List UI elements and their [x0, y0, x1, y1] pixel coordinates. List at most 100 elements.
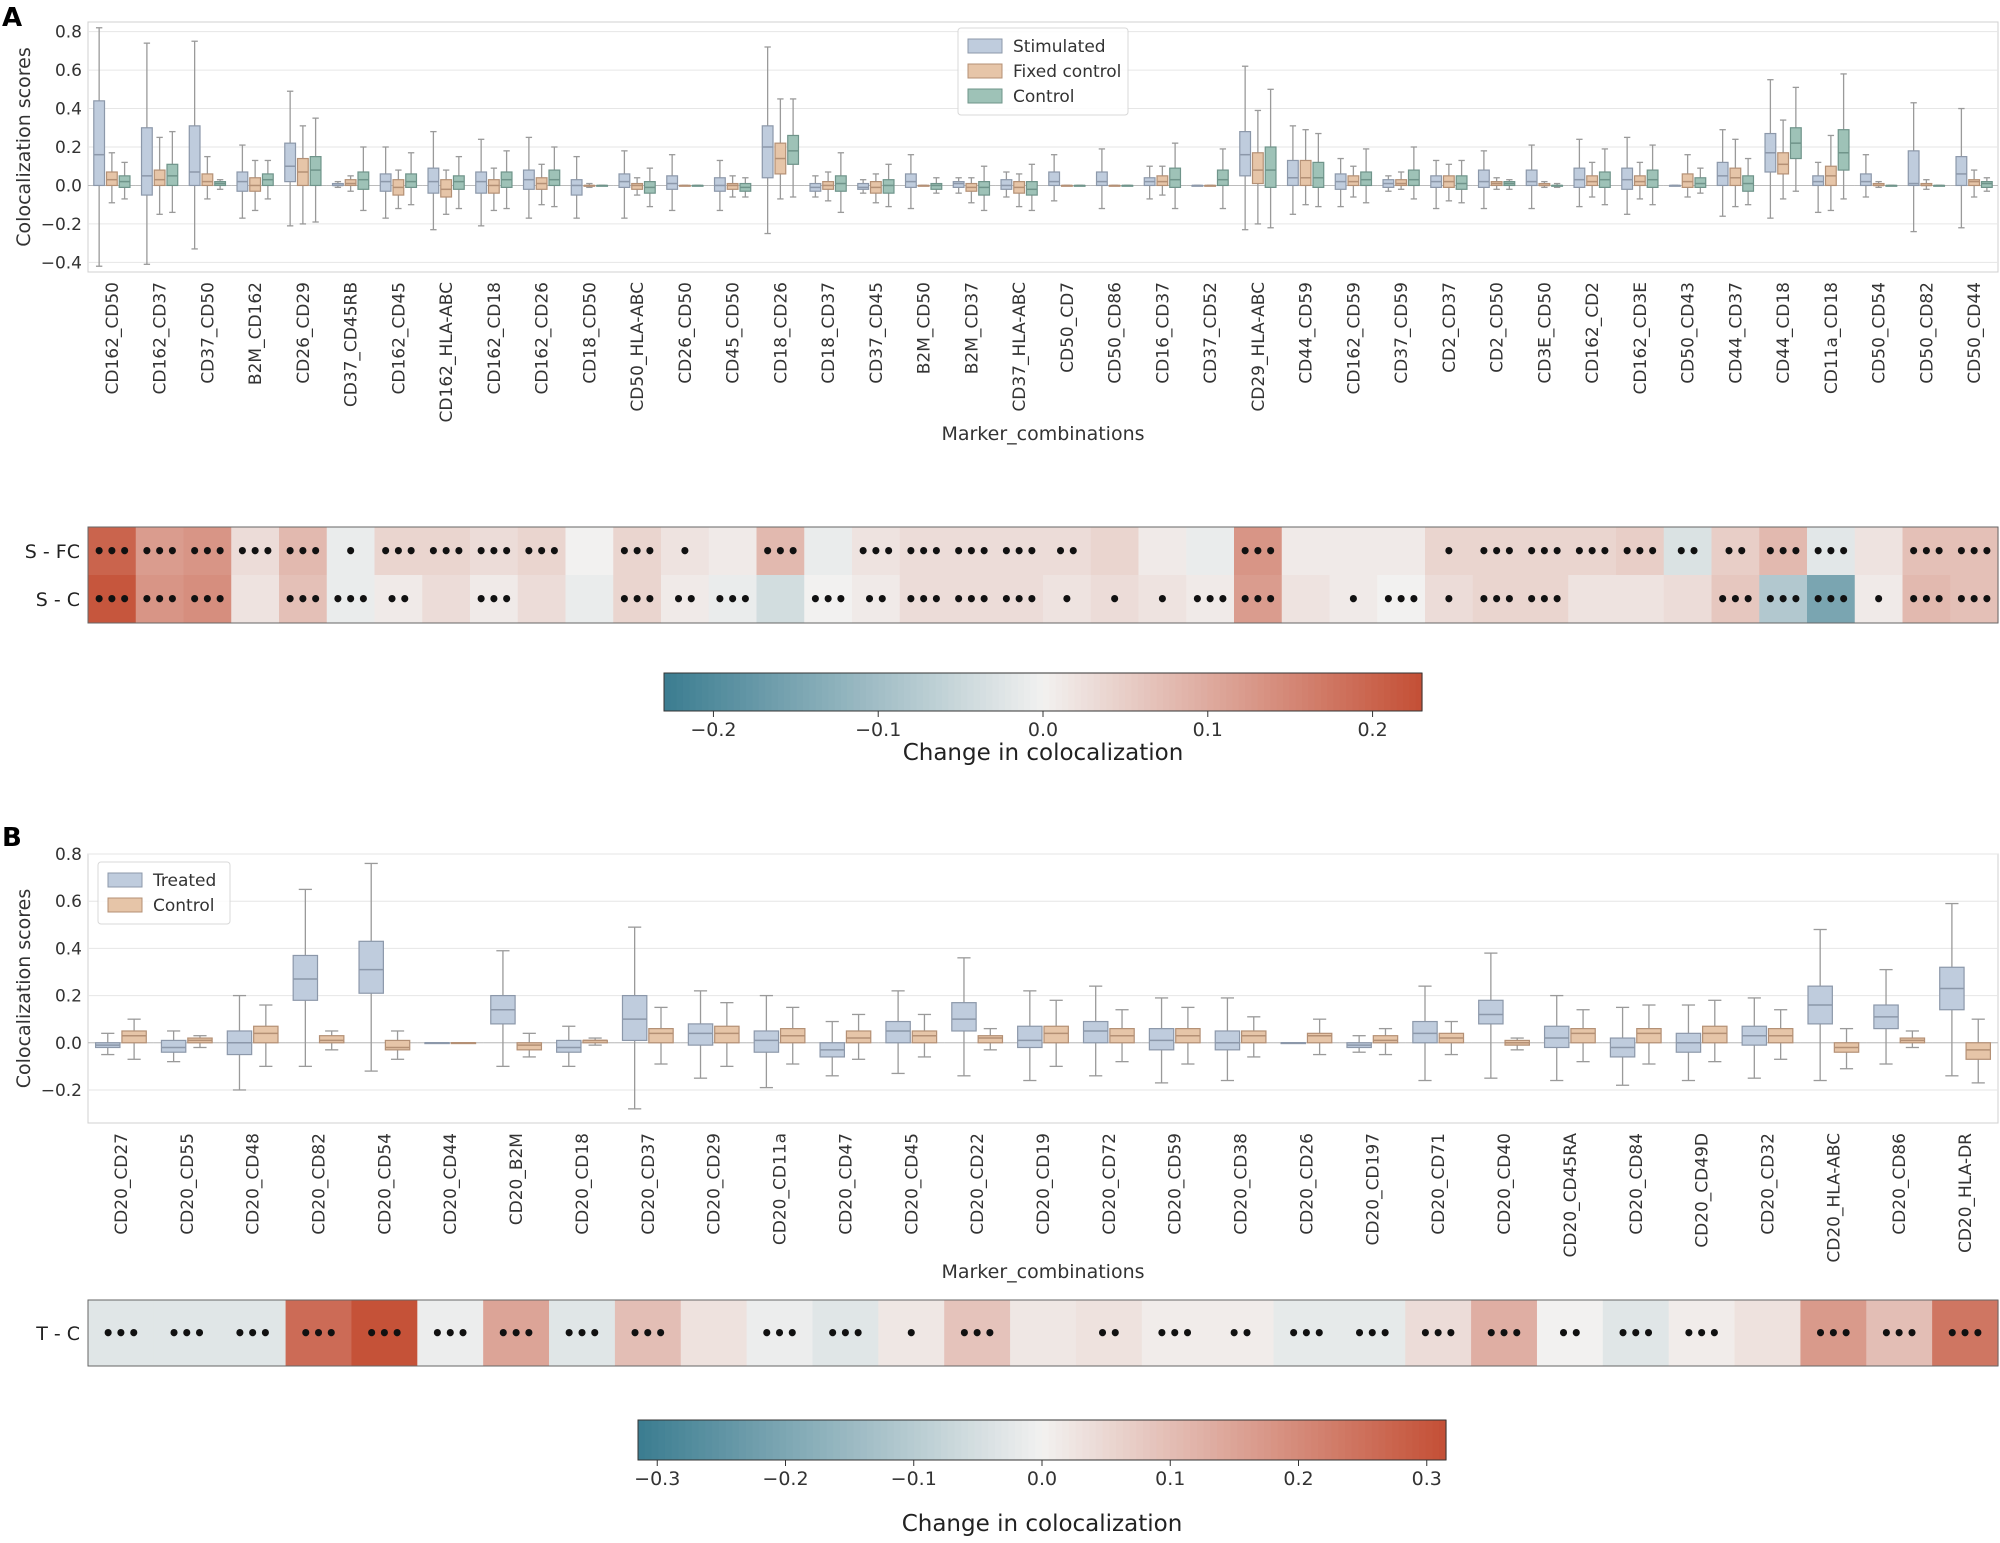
heatmap-cell	[417, 1300, 484, 1366]
colorbar-segment	[658, 1420, 666, 1460]
box-fixed-control	[1156, 175, 1169, 187]
x-tick-label: CD37_HLA-ABC	[1010, 282, 1030, 412]
colorbar-segment	[1297, 1420, 1306, 1460]
colorbar-segment	[859, 673, 867, 711]
colorbar-segment	[1295, 673, 1303, 711]
significance-marker: •••	[331, 587, 369, 611]
y-tick-label: −0.2	[41, 215, 82, 235]
colorbar-tick-label: 0.1	[1193, 719, 1223, 741]
box-treated	[753, 1030, 780, 1053]
heatmap-row-label: S - C	[36, 589, 80, 611]
colorbar-segment	[1331, 1420, 1339, 1460]
colorbar-segment	[1289, 673, 1297, 711]
significance-marker: •••	[1955, 539, 1993, 563]
heatmap-cell	[1520, 527, 1569, 575]
heatmap-border	[87, 1299, 1999, 1367]
heatmap-cell	[944, 1300, 1011, 1366]
box-control	[1360, 171, 1373, 187]
significance-marker: •••	[1946, 1321, 1984, 1345]
colorbar-segment	[695, 673, 703, 711]
colorbar-segment	[941, 673, 949, 711]
colorbar-segment	[1035, 1420, 1043, 1460]
significance-marker: •••	[952, 539, 990, 563]
x-tick-label: CD37_CD59	[1392, 282, 1412, 384]
box-stimulated	[713, 177, 726, 192]
colorbar-segment	[739, 1420, 747, 1460]
heatmap-cell	[279, 527, 328, 575]
x-tick-label: CD50_CD82	[1917, 282, 1937, 384]
heatmap-cell	[1043, 527, 1092, 575]
colorbar-segment	[1371, 673, 1379, 711]
colorbar-segment	[929, 673, 937, 711]
panel-b-boxplot: −0.2 0.0 0.2 0.4 0.6 0.8 CD20_CD27 CD20_CD55 CD2…	[13, 845, 1999, 1283]
colorbar-segment	[746, 673, 754, 711]
heatmap-cell	[88, 575, 137, 623]
box-treated	[556, 1039, 582, 1053]
colorbar-segment	[1217, 1420, 1225, 1460]
colorbar-segment	[904, 673, 911, 711]
heatmap-cell	[1602, 1300, 1670, 1366]
colorbar-segment	[1333, 673, 1341, 711]
box-fixed-control	[440, 179, 453, 198]
colorbar-segment	[1346, 673, 1354, 711]
x-tick-label: CD162_CD26	[533, 282, 553, 395]
box-control	[648, 1028, 674, 1044]
box-fixed-control	[1968, 179, 1981, 187]
colorbar-segment	[1137, 673, 1145, 711]
colorbar-segment	[1425, 1420, 1434, 1460]
heatmap-cell	[1234, 527, 1283, 575]
colorbar-segment	[1251, 673, 1259, 711]
x-tick-label: CD20_B2M	[507, 1133, 527, 1225]
colorbar-segment	[644, 1420, 653, 1460]
x-tick-label: CD162_CD18	[485, 282, 505, 395]
box-stimulated	[188, 125, 201, 187]
x-tick-label: CD20_CD29	[705, 1133, 725, 1235]
x-tick-label: CD162_CD50	[103, 282, 123, 395]
colorbar-segment	[1223, 1420, 1232, 1460]
x-tick-label: CD18_CD26	[771, 282, 791, 384]
legend-swatch	[107, 897, 143, 913]
colorbar-segment	[1068, 1420, 1077, 1460]
heatmap-cell	[231, 527, 280, 575]
colorbar-segment	[1276, 673, 1284, 711]
box-fixed-control	[1251, 152, 1264, 185]
colorbar-segment	[914, 1420, 922, 1460]
heatmap-cell	[1234, 575, 1283, 623]
heatmap-cell	[1902, 527, 1951, 575]
legend-label: Control	[153, 896, 214, 916]
heatmap-cell	[1425, 575, 1474, 623]
colorbar-segment	[1136, 1420, 1144, 1460]
box-stimulated	[1859, 173, 1872, 187]
colorbar-segment	[1163, 673, 1170, 711]
colorbar-segment	[1358, 1420, 1366, 1460]
colorbar-segment	[1074, 673, 1082, 711]
heatmap-cell	[565, 575, 614, 623]
box-stimulated	[1286, 159, 1299, 187]
significance-marker: •••	[102, 1321, 140, 1345]
colorbar-segment	[691, 1420, 700, 1460]
heatmap-cell	[517, 575, 567, 623]
heatmap-cell	[1950, 527, 1999, 575]
y-tick-label: 0.6	[55, 61, 82, 81]
box-fixed-control	[726, 182, 739, 190]
colorbar-segment	[1338, 1420, 1346, 1460]
colorbar-segment	[1232, 673, 1240, 711]
significance-marker: •••	[427, 539, 465, 563]
colorbar-segment	[1196, 1420, 1205, 1460]
significance-marker: •••	[1764, 587, 1802, 611]
colorbar-tick-label: 0.2	[1357, 719, 1387, 741]
x-tick-label: CD20_CD48	[244, 1133, 264, 1235]
x-tick-label: CD20_CD84	[1627, 1133, 1647, 1235]
colorbar-segment	[866, 1420, 875, 1460]
box-control	[1837, 129, 1850, 171]
box-treated	[358, 940, 384, 994]
heatmap-cell	[1663, 527, 1713, 575]
box-fixed-control	[1777, 152, 1790, 175]
significance-marker: •	[1347, 587, 1360, 611]
heatmap-cell	[422, 527, 471, 575]
box-fixed-control	[105, 171, 118, 187]
colorbar-segment	[1371, 1420, 1380, 1460]
significance-marker: •••	[618, 539, 656, 563]
colorbar-segment	[920, 1420, 929, 1460]
box-stimulated	[1573, 167, 1586, 188]
